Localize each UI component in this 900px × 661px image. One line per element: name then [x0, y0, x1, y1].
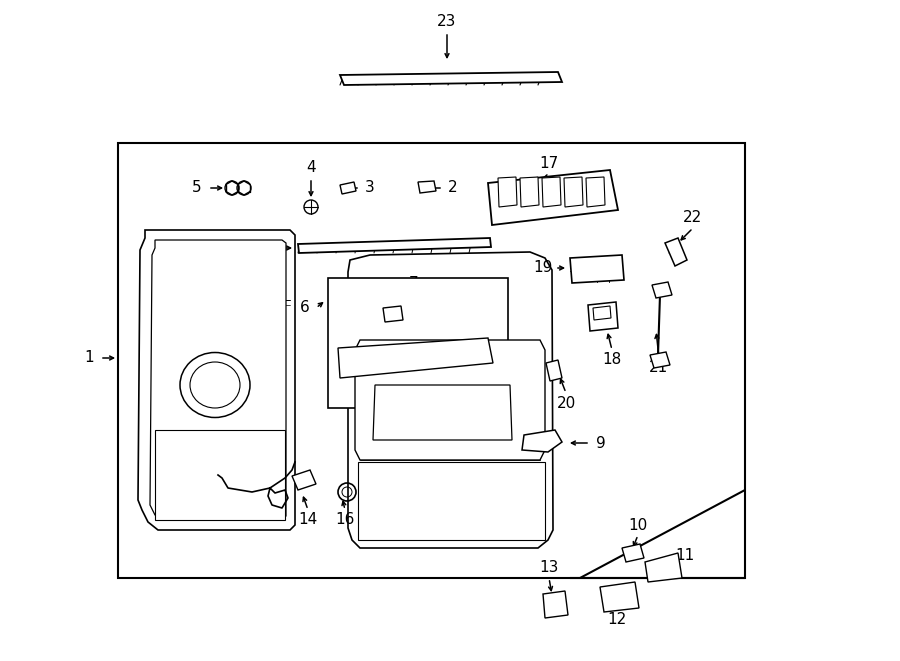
Polygon shape — [298, 238, 491, 253]
Polygon shape — [586, 177, 605, 207]
Polygon shape — [498, 177, 517, 207]
Text: 2: 2 — [448, 180, 458, 196]
Polygon shape — [543, 591, 568, 618]
Polygon shape — [340, 182, 356, 194]
Text: 1: 1 — [85, 350, 94, 366]
Polygon shape — [652, 282, 672, 298]
Text: 14: 14 — [299, 512, 318, 527]
Polygon shape — [522, 430, 562, 452]
Text: 10: 10 — [628, 518, 648, 533]
Polygon shape — [650, 352, 670, 368]
Polygon shape — [570, 255, 624, 283]
Polygon shape — [593, 306, 611, 320]
Polygon shape — [348, 252, 553, 548]
Polygon shape — [383, 306, 403, 322]
Polygon shape — [564, 177, 583, 207]
Text: 22: 22 — [683, 210, 703, 225]
Polygon shape — [155, 430, 285, 520]
Text: 3: 3 — [365, 180, 375, 196]
Polygon shape — [622, 544, 644, 562]
Text: 5: 5 — [193, 180, 202, 196]
Polygon shape — [600, 582, 639, 612]
Polygon shape — [588, 302, 618, 331]
Text: 15: 15 — [209, 508, 228, 522]
Bar — [118, 143, 745, 578]
Text: 17: 17 — [539, 155, 559, 171]
Polygon shape — [665, 238, 687, 266]
Polygon shape — [355, 340, 545, 460]
Bar — [328, 278, 508, 408]
Text: 21: 21 — [650, 360, 669, 375]
Text: 13: 13 — [539, 561, 559, 576]
Polygon shape — [138, 230, 295, 530]
Polygon shape — [340, 72, 562, 85]
Text: 9: 9 — [596, 436, 606, 451]
Text: 18: 18 — [602, 352, 622, 368]
Text: 4: 4 — [306, 161, 316, 176]
Polygon shape — [542, 177, 561, 207]
Text: 19: 19 — [534, 260, 553, 276]
Polygon shape — [645, 553, 682, 582]
Polygon shape — [546, 360, 562, 381]
Polygon shape — [488, 170, 618, 225]
Polygon shape — [338, 338, 493, 378]
Text: 20: 20 — [556, 395, 576, 410]
Polygon shape — [292, 470, 316, 490]
Text: 6: 6 — [300, 301, 310, 315]
Text: 7: 7 — [410, 276, 418, 290]
Text: 11: 11 — [675, 547, 695, 563]
Polygon shape — [418, 181, 436, 193]
Polygon shape — [520, 177, 539, 207]
Polygon shape — [358, 462, 545, 540]
Text: 16: 16 — [336, 512, 355, 527]
Polygon shape — [373, 385, 512, 440]
Text: 12: 12 — [608, 613, 626, 627]
Text: 8: 8 — [213, 241, 223, 256]
Text: 23: 23 — [437, 15, 456, 30]
Polygon shape — [150, 240, 286, 520]
